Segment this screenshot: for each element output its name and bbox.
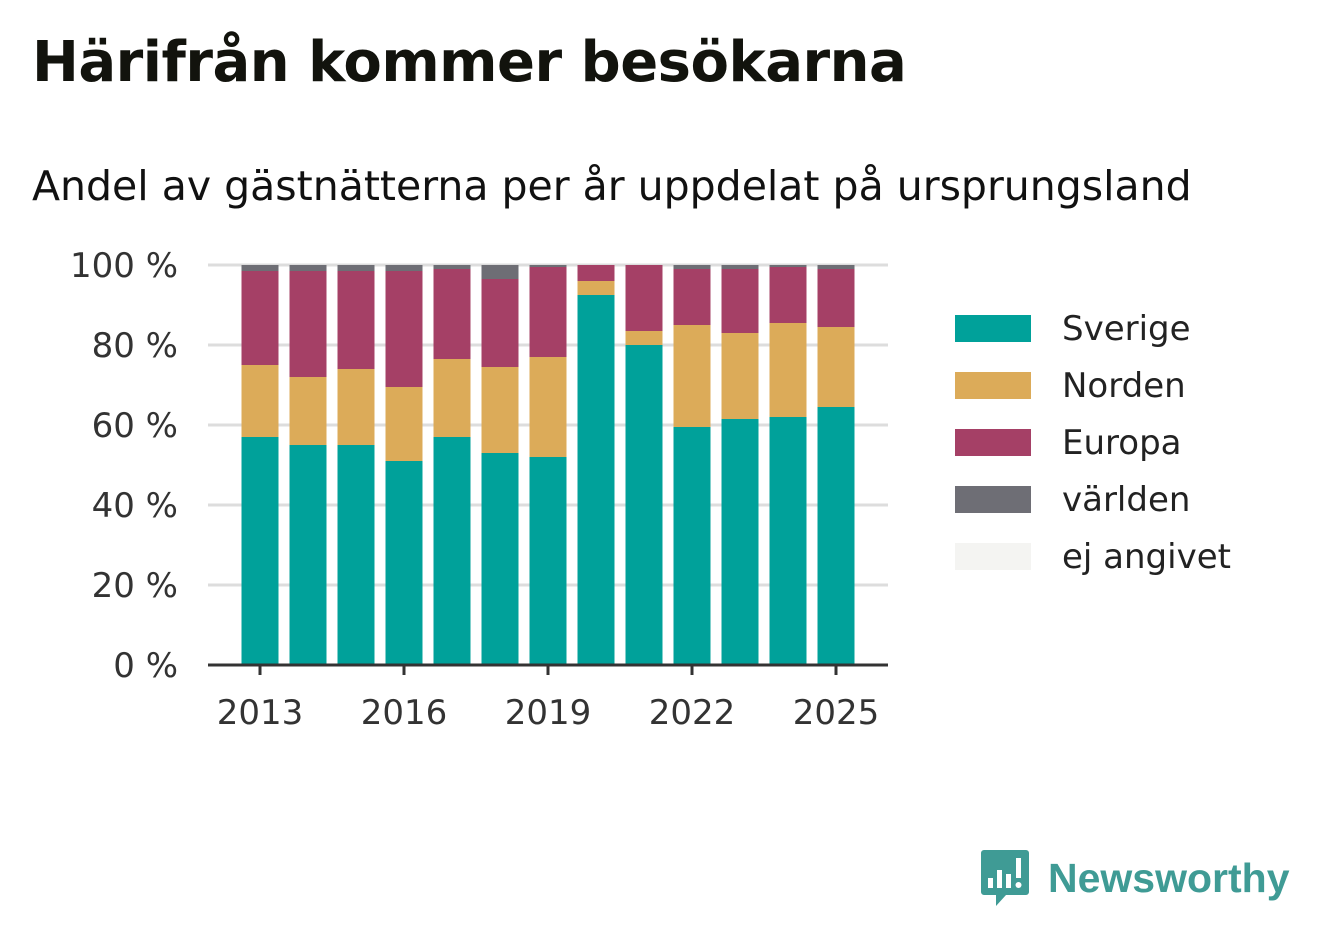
bar-segment	[433, 437, 471, 665]
legend-swatch	[955, 486, 1031, 513]
bar-stack	[241, 265, 279, 665]
bar-segment	[289, 265, 327, 271]
bar-stack	[481, 265, 519, 665]
bar-segment	[577, 265, 615, 281]
legend-item: Europa	[955, 414, 1231, 471]
bar-segment	[337, 265, 375, 271]
legend-item: världen	[955, 471, 1231, 528]
bar-segment	[577, 295, 615, 665]
bar-segment	[289, 377, 327, 445]
y-tick-label: 20 %	[92, 566, 178, 606]
bar-segment	[529, 457, 567, 665]
x-axis-tick-labels: 2013 2016 2019 2022 2025	[217, 665, 880, 733]
bar-stack	[769, 265, 807, 665]
bar-segment	[289, 271, 327, 377]
bar-segment	[385, 265, 423, 271]
bar-segment	[289, 445, 327, 665]
bar-stack	[529, 265, 567, 665]
y-tick-label: 80 %	[92, 326, 178, 366]
bar-segment	[481, 279, 519, 367]
bar-segment	[817, 407, 855, 665]
y-tick-label: 60 %	[92, 406, 178, 446]
bar-segment	[817, 265, 855, 269]
bar-stack	[721, 265, 759, 665]
chart-speech-bubble-icon	[981, 850, 1029, 906]
bar-stack	[673, 265, 711, 665]
bar-segment	[241, 437, 279, 665]
y-axis-tick-labels: 0 % 20 % 40 % 60 % 80 % 100 %	[70, 246, 178, 686]
bar-segment	[433, 265, 471, 269]
chart-legend: Sverige Norden Europa världen ej angivet	[955, 300, 1231, 585]
chart-subtitle: Andel av gästnätterna per år uppdelat på…	[32, 162, 1192, 210]
legend-label: Norden	[1062, 365, 1186, 406]
bar-segment	[241, 265, 279, 271]
bar-segment	[673, 325, 711, 427]
bar-segment	[673, 427, 711, 665]
brand-logo: Newsworthy	[980, 848, 1290, 908]
bars	[241, 265, 855, 665]
bar-stack	[577, 265, 615, 665]
bar-segment	[673, 265, 711, 269]
bar-segment	[481, 265, 519, 279]
legend-item: Norden	[955, 357, 1231, 414]
bar-segment	[673, 269, 711, 325]
bar-segment	[385, 271, 423, 387]
legend-swatch	[955, 543, 1031, 570]
stacked-bar-chart: 0 % 20 % 40 % 60 % 80 % 100 % 2013 2016 2019 202…	[70, 246, 888, 733]
bar-stack	[289, 265, 327, 665]
bar-segment	[481, 367, 519, 453]
bar-stack	[817, 265, 855, 665]
x-tick-label: 2013	[217, 693, 304, 733]
chart-title: Härifrån kommer besökarna	[32, 30, 907, 95]
x-tick-label: 2022	[649, 693, 736, 733]
bar-segment	[721, 269, 759, 333]
bar-segment	[769, 417, 807, 665]
legend-label: Sverige	[1062, 308, 1191, 349]
bar-segment	[769, 267, 807, 323]
bar-segment	[769, 265, 807, 267]
bar-segment	[529, 267, 567, 357]
bar-segment	[433, 269, 471, 359]
bar-segment	[337, 271, 375, 369]
bar-segment	[337, 369, 375, 445]
bar-segment	[721, 419, 759, 665]
bar-segment	[817, 269, 855, 327]
bar-segment	[433, 359, 471, 437]
bar-segment	[721, 265, 759, 269]
bar-segment	[337, 445, 375, 665]
x-tick-label: 2025	[793, 693, 880, 733]
bar-segment	[817, 327, 855, 407]
legend-swatch	[955, 429, 1031, 456]
y-tick-label: 0 %	[113, 646, 178, 686]
bar-stack	[385, 265, 423, 665]
bar-segment	[529, 357, 567, 457]
legend-swatch	[955, 315, 1031, 342]
bar-stack	[625, 265, 663, 665]
legend-label: världen	[1062, 479, 1191, 520]
x-tick-label: 2016	[361, 693, 448, 733]
y-tick-label: 40 %	[92, 486, 178, 526]
y-tick-label: 100 %	[70, 246, 178, 286]
bar-segment	[385, 461, 423, 665]
bar-segment	[577, 281, 615, 295]
x-tick-label: 2019	[505, 693, 592, 733]
bar-segment	[481, 453, 519, 665]
legend-label: Europa	[1062, 422, 1182, 463]
bar-segment	[625, 265, 663, 331]
legend-item: ej angivet	[955, 528, 1231, 585]
bar-segment	[529, 265, 567, 267]
bar-stack	[337, 265, 375, 665]
brand-name: Newsworthy	[1048, 854, 1290, 901]
bar-segment	[769, 323, 807, 417]
bar-stack	[433, 265, 471, 665]
bar-segment	[625, 331, 663, 345]
bar-segment	[625, 345, 663, 665]
bar-segment	[385, 387, 423, 461]
legend-label: ej angivet	[1062, 536, 1231, 577]
legend-item: Sverige	[955, 300, 1231, 357]
bar-segment	[241, 271, 279, 365]
bar-segment	[241, 365, 279, 437]
bar-segment	[721, 333, 759, 419]
legend-swatch	[955, 372, 1031, 399]
